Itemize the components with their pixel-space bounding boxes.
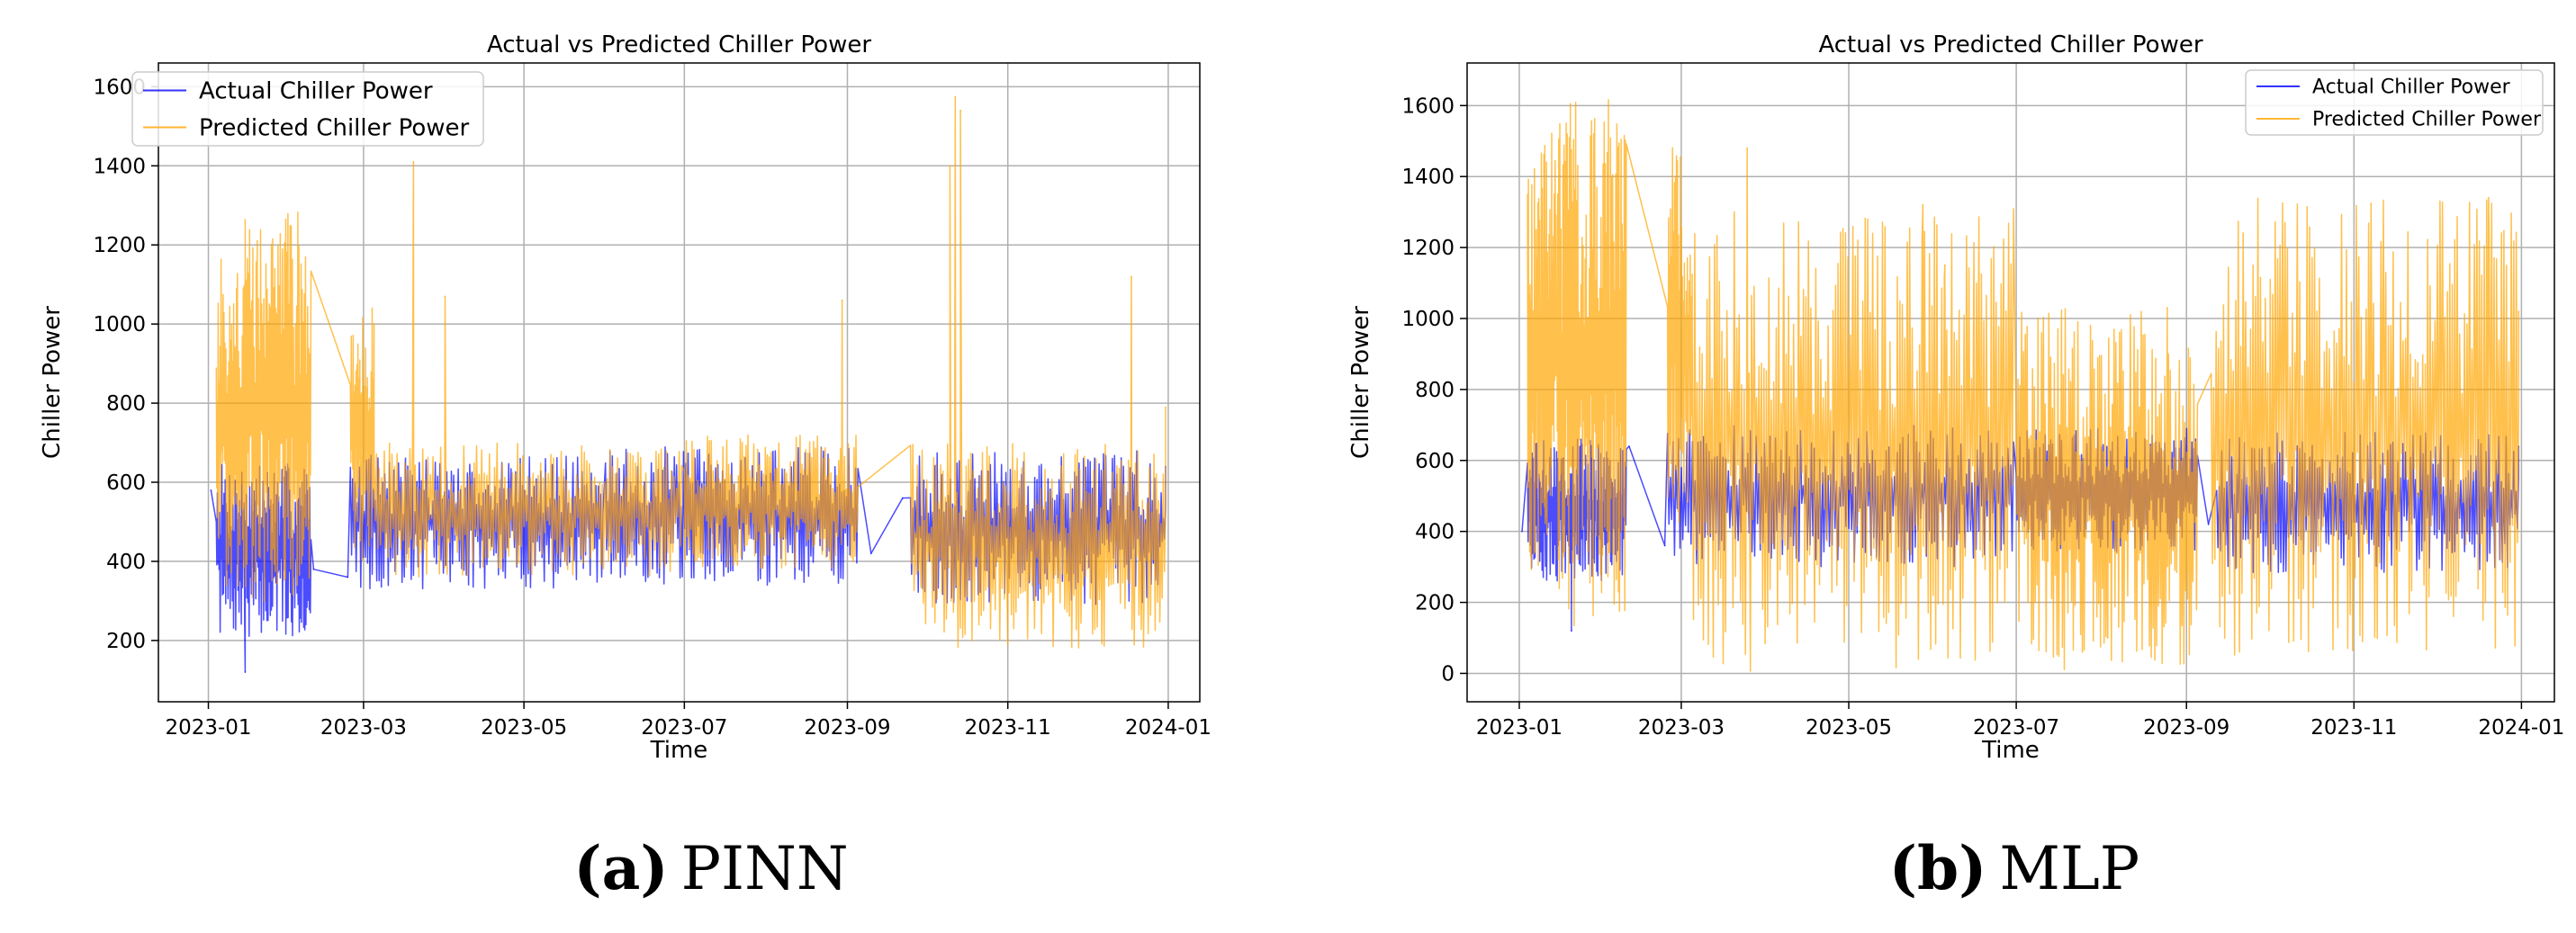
data-point-0-1 bbox=[1571, 630, 1572, 632]
data-point-0-3 bbox=[347, 576, 349, 579]
y-tick-label-6: 1200 bbox=[1401, 237, 1455, 260]
data-point-0-4 bbox=[869, 552, 872, 554]
caption-a-text: PINN bbox=[681, 834, 849, 903]
chart-title: Actual vs Predicted Chiller Power bbox=[487, 31, 871, 58]
data-point-0-2 bbox=[312, 568, 315, 570]
y-tick-label-3: 800 bbox=[106, 392, 146, 416]
y-tick-label-6: 1400 bbox=[93, 155, 146, 178]
data-point-1-2 bbox=[841, 299, 843, 301]
data-point-0-5 bbox=[902, 497, 904, 499]
data-point-1-4 bbox=[2487, 197, 2490, 199]
x-tick-label-2: 2023-05 bbox=[1806, 716, 1892, 740]
legend-label-0: Actual Chiller Power bbox=[2312, 76, 2511, 99]
data-point-1-0 bbox=[412, 161, 415, 163]
legend-label-0: Actual Chiller Power bbox=[199, 78, 433, 105]
plot-frame bbox=[158, 62, 1201, 703]
data-point-0-3 bbox=[1663, 544, 1666, 547]
y-tick-label-4: 1000 bbox=[93, 313, 146, 336]
y-tick-label-0: 200 bbox=[106, 630, 146, 653]
x-axis-label: Time bbox=[650, 737, 708, 764]
caption-b-letter: (b) bbox=[1889, 833, 1987, 903]
y-tick-label-2: 600 bbox=[106, 471, 146, 495]
series-line-predicted bbox=[215, 95, 1166, 649]
y-tick-label-2: 400 bbox=[1415, 521, 1455, 544]
data-point-0-0 bbox=[210, 489, 212, 491]
plot-frame bbox=[1466, 62, 2555, 703]
y-tick-label-1: 200 bbox=[1415, 592, 1455, 615]
x-tick-label-1: 2023-03 bbox=[320, 716, 407, 740]
legend-box bbox=[2245, 69, 2544, 136]
x-tick-label-5: 2023-11 bbox=[965, 716, 1051, 740]
caption-a-letter: (a) bbox=[573, 833, 668, 903]
caption-b: (b) MLP bbox=[1889, 833, 2139, 903]
x-tick-label-5: 2023-11 bbox=[2310, 716, 2397, 740]
data-point-0-2 bbox=[1628, 445, 1630, 447]
x-tick-label-1: 2023-03 bbox=[1638, 716, 1725, 740]
x-tick-label-3: 2023-07 bbox=[641, 716, 727, 740]
data-point-1-4 bbox=[954, 95, 957, 98]
data-point-1-5 bbox=[2517, 310, 2520, 312]
data-point-1-7 bbox=[1130, 275, 1132, 278]
legend: Actual Chiller Power Predicted Chiller Po… bbox=[131, 71, 484, 147]
x-tick-label-4: 2023-09 bbox=[804, 716, 890, 740]
legend-label-1: Predicted Chiller Power bbox=[199, 115, 469, 142]
data-point-1-2 bbox=[1943, 265, 1946, 266]
data-point-0-0 bbox=[1521, 530, 1523, 533]
series-line-predicted bbox=[1527, 99, 2520, 672]
y-tick-label-0: 0 bbox=[1441, 662, 1455, 686]
legend-box bbox=[131, 71, 484, 147]
data-point-0-4 bbox=[2207, 523, 2210, 525]
y-tick-label-5: 1000 bbox=[1401, 308, 1455, 331]
data-point-1-1 bbox=[444, 295, 446, 298]
data-point-1-1 bbox=[1922, 203, 1924, 206]
y-tick-label-3: 600 bbox=[1415, 450, 1455, 473]
y-tick-label-1: 400 bbox=[106, 551, 146, 574]
x-tick-label-4: 2023-09 bbox=[2143, 716, 2229, 740]
legend-label-1: Predicted Chiller Power bbox=[2312, 109, 2542, 131]
data-point-1-3 bbox=[2166, 307, 2168, 309]
caption-b-text: MLP bbox=[1999, 834, 2139, 903]
caption-a: (a) PINN bbox=[573, 833, 848, 903]
x-tick-label-3: 2023-07 bbox=[1973, 716, 2059, 740]
y-axis-label: Chiller Power bbox=[1347, 306, 1374, 459]
data-point-1-3 bbox=[949, 165, 951, 167]
y-axis-label: Chiller Power bbox=[39, 306, 66, 459]
chart-mlp: 0 200 400 600 800 1000 1200 1400 1600 2023-01 2023… bbox=[1347, 31, 2564, 764]
y-tick-label-7: 1400 bbox=[1401, 166, 1455, 189]
x-axis-label: Time bbox=[1981, 737, 2040, 764]
y-tick-label-8: 1600 bbox=[1401, 94, 1455, 118]
x-tick-label-6: 2024-01 bbox=[2478, 716, 2564, 740]
y-tick-label-4: 800 bbox=[1415, 379, 1455, 402]
y-tick-label-5: 1200 bbox=[93, 234, 146, 257]
x-tick-label-0: 2023-01 bbox=[1476, 716, 1563, 740]
data-point-0-1 bbox=[244, 671, 247, 673]
x-tick-label-2: 2023-05 bbox=[481, 716, 567, 740]
chart-title: Actual vs Predicted Chiller Power bbox=[1818, 31, 2202, 58]
legend: Actual Chiller Power Predicted Chiller Po… bbox=[2245, 69, 2544, 136]
data-point-1-5 bbox=[959, 109, 961, 112]
data-point-1-8 bbox=[1165, 406, 1166, 408]
x-tick-label-0: 2023-01 bbox=[165, 716, 251, 740]
data-point-1-0 bbox=[1746, 147, 1748, 149]
x-tick-label-6: 2024-01 bbox=[1125, 716, 1211, 740]
data-point-1-6 bbox=[1006, 643, 1009, 646]
